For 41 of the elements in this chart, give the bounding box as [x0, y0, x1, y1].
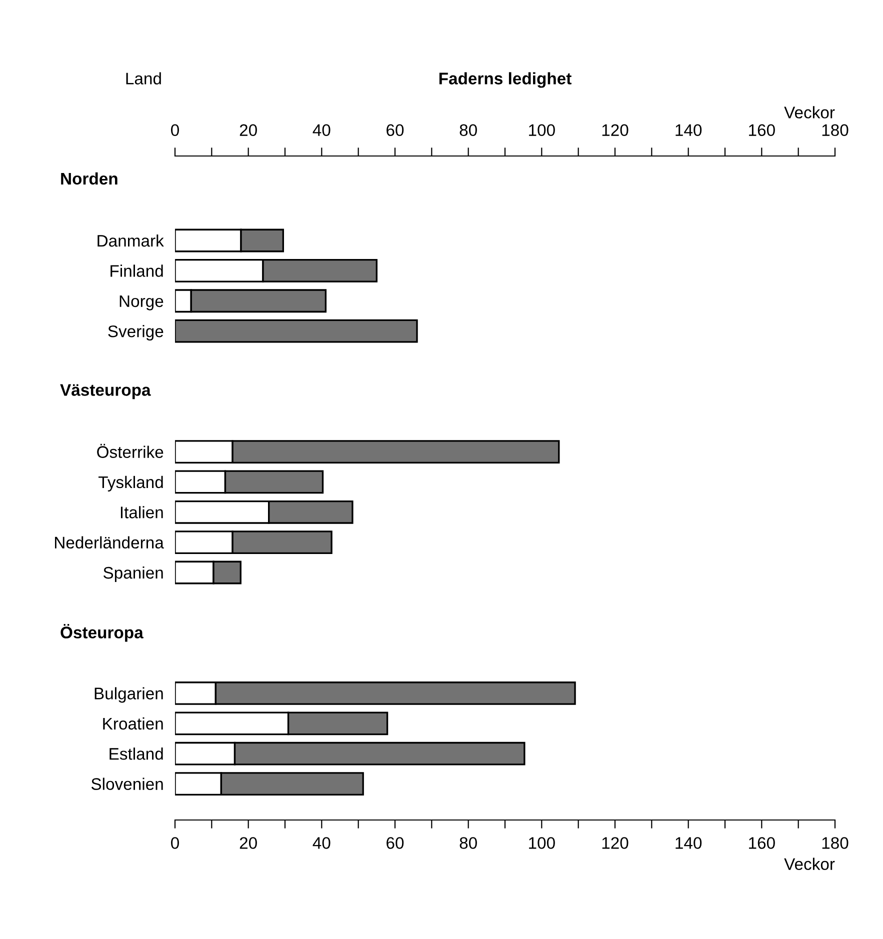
y-tick-label: Tyskland [98, 476, 163, 492]
y-tick-label: Kroatien [103, 717, 163, 730]
y-tick-label: Danmark [98, 234, 164, 247]
x-tick-label: 60 [386, 124, 404, 136]
y-tick-label: Bulgarien [94, 687, 163, 703]
text: Norden [61, 172, 118, 185]
chart-title: Faderns ledighet [439, 72, 572, 88]
x2-tick-label: 140 [676, 837, 702, 849]
bar [175, 319, 418, 343]
text: Östeuropa [60, 624, 144, 642]
y-tick-label: Slovenien [91, 778, 163, 790]
y-tick-label: Spanien [103, 566, 163, 582]
x2-tick-label: 20 [240, 837, 257, 849]
y-tick-label: Norge [120, 295, 164, 310]
x2-tick-label: 40 [312, 837, 330, 849]
y-tick-label: Finland [110, 264, 163, 277]
x2-tick-label: 160 [749, 837, 775, 849]
x-tick-label: 0 [171, 124, 179, 136]
x2-tick-label: 80 [460, 837, 477, 849]
x2-tick-label: 120 [602, 837, 628, 849]
y-tick-label: Estland [110, 748, 163, 760]
x-tick-label: 20 [240, 124, 257, 136]
x-axis-title: Veckor [784, 858, 835, 870]
x2-tick-label: 0 [171, 837, 179, 849]
x-tick-label: 120 [602, 124, 628, 136]
text: Land [126, 72, 161, 84]
y-tick-label: Österrike [97, 444, 164, 458]
x-tick-label: 100 [529, 124, 555, 136]
x-tick-label: 160 [749, 124, 775, 136]
y-tick-label: Sverige [108, 325, 164, 341]
x-tick-label: 140 [676, 124, 702, 136]
text: Västeuropa [60, 384, 151, 400]
x2-tick-label: 180 [822, 837, 848, 849]
x-tick-label: 80 [460, 124, 477, 136]
y-tick-label: Italien [120, 506, 163, 518]
x2-tick-label: 100 [529, 837, 555, 849]
x-tick-label: 40 [312, 124, 330, 136]
y-tick-label: Nederländerna [55, 536, 164, 549]
x2-tick-label: 60 [386, 837, 404, 849]
x2-axis-title: Veckor [784, 106, 835, 118]
x-tick-label: 180 [822, 124, 848, 136]
